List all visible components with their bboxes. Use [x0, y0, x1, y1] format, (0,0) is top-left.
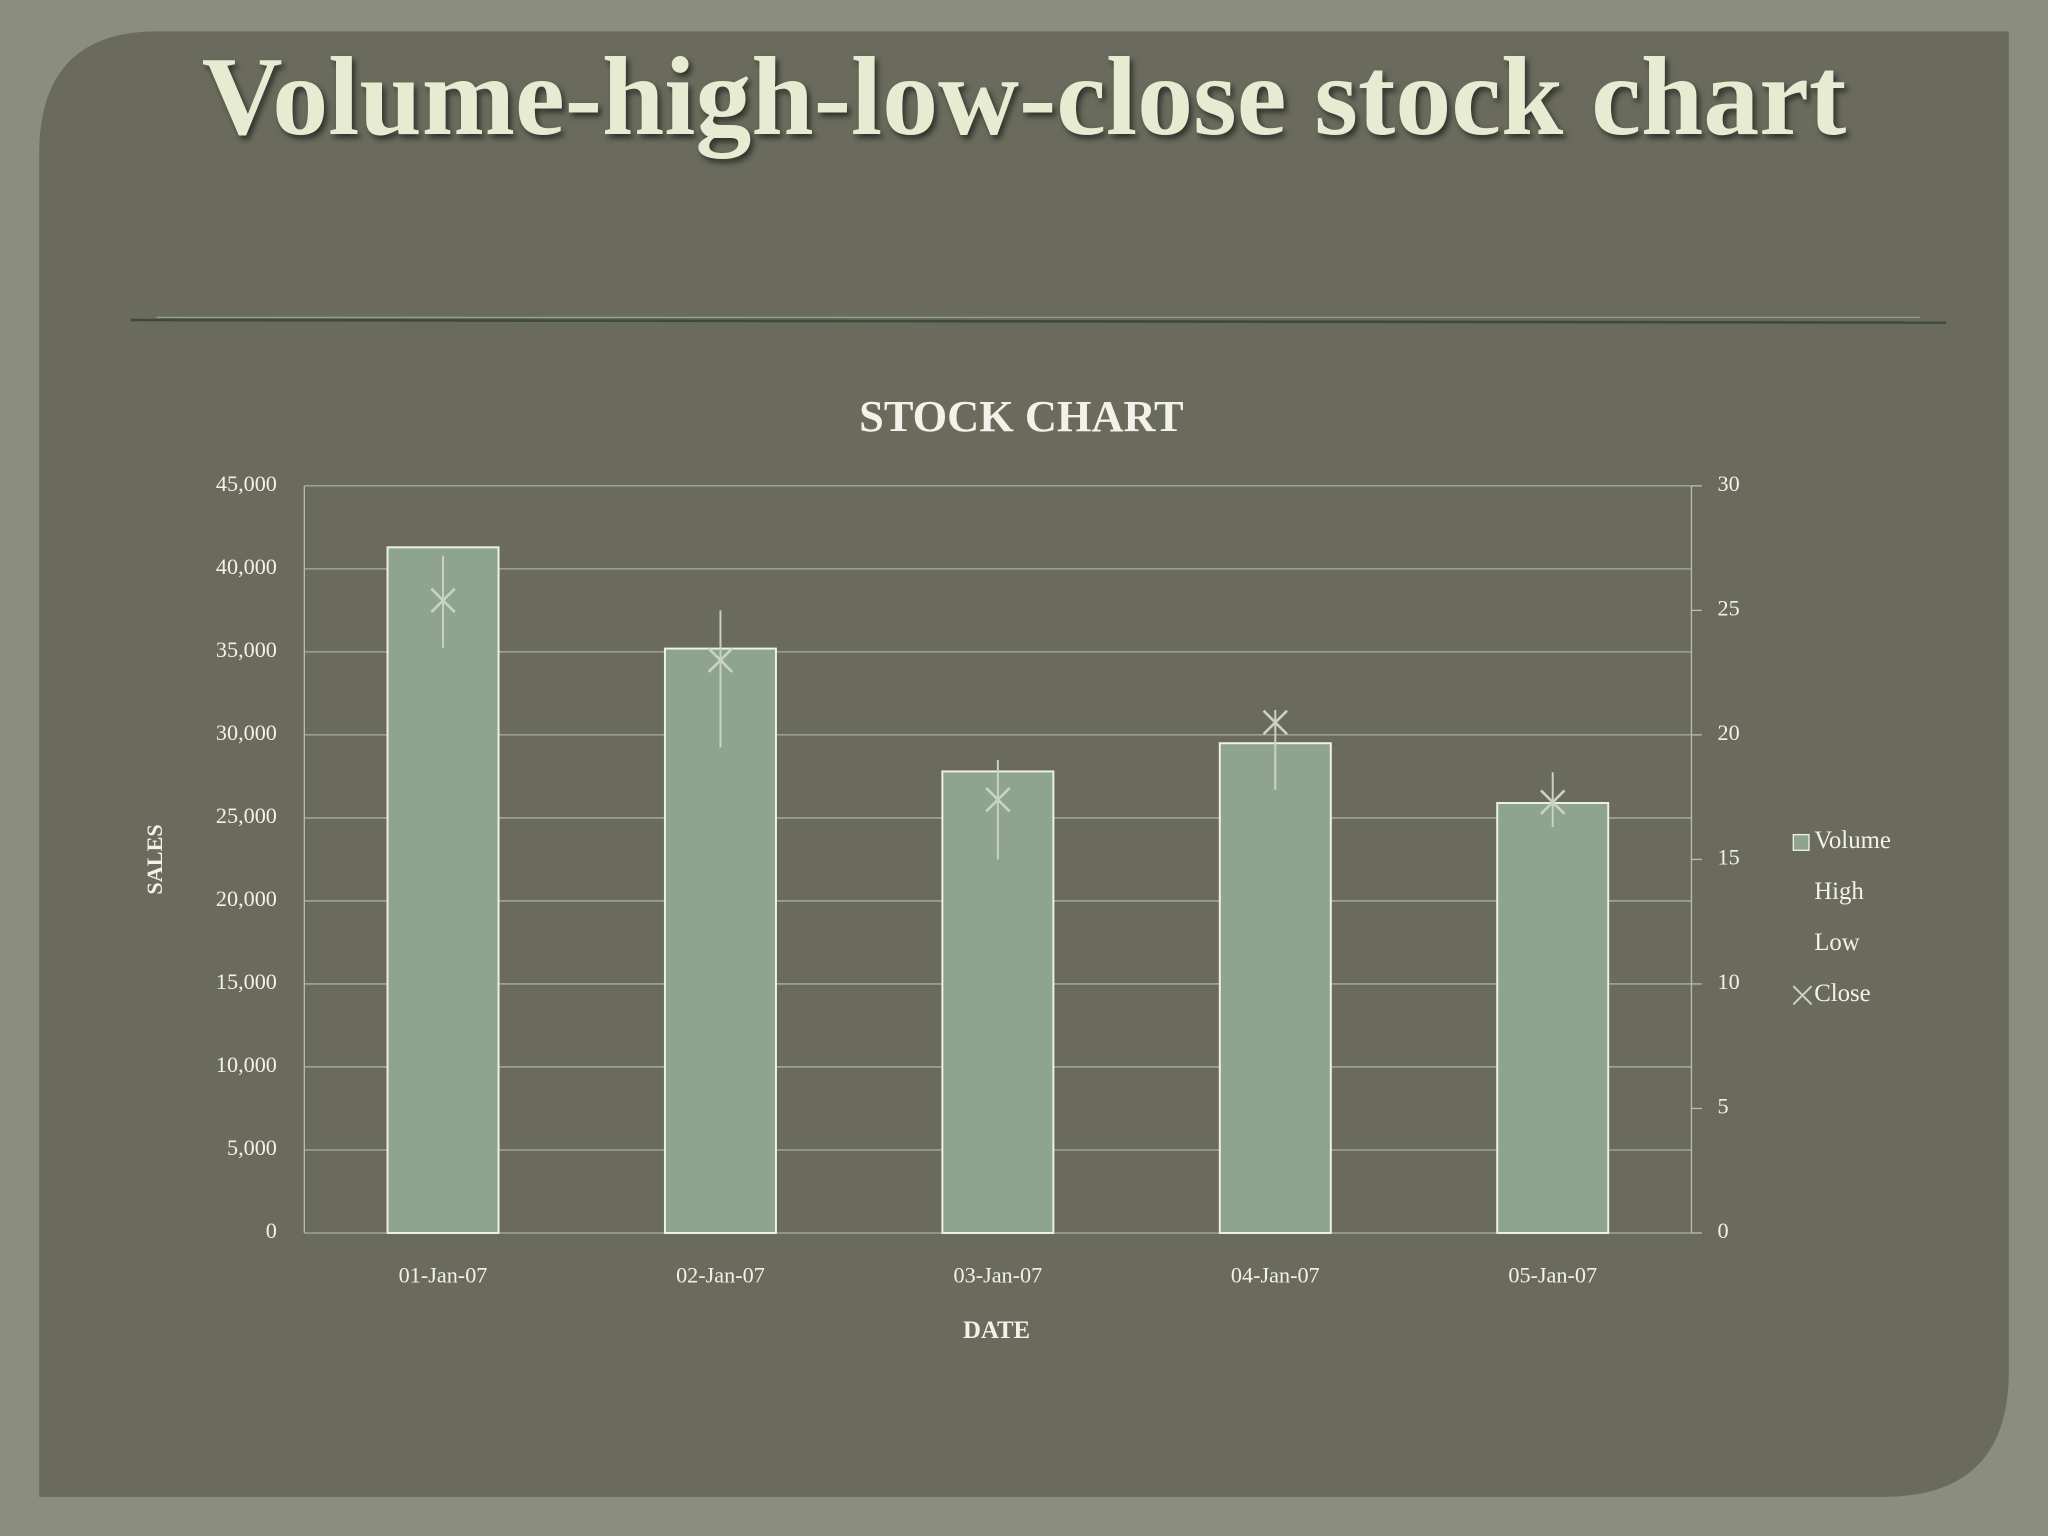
volume-bar	[1496, 802, 1610, 1234]
chart-title: STOCK CHART	[859, 391, 1183, 441]
y-tick-label: 30,000	[216, 720, 277, 745]
y-axis-title: SALES	[142, 824, 167, 894]
close-marker	[707, 647, 734, 673]
y2-tick-label: 30	[1718, 471, 1740, 496]
y2-tick-label: 25	[1718, 595, 1740, 620]
volume-bar	[386, 546, 500, 1234]
close-marker	[430, 587, 456, 614]
x-tick-label: 04-Jan-07	[1231, 1262, 1320, 1287]
legend-swatch	[1792, 833, 1810, 851]
volume-bar	[1218, 742, 1332, 1234]
close-marker	[1540, 789, 1566, 815]
y-tick-label: 25,000	[216, 803, 277, 828]
legend-label: Close	[1814, 980, 1870, 1007]
y-tick-label: 10,000	[216, 1052, 277, 1077]
x-axis-title: DATE	[963, 1317, 1030, 1344]
y-tick-label: 0	[266, 1218, 277, 1243]
y-tick-label: 20,000	[216, 886, 277, 911]
volume-bar	[941, 770, 1055, 1234]
y2-tick-label: 5	[1718, 1094, 1729, 1119]
separator	[130, 318, 1947, 324]
y-tick-label: 35,000	[216, 637, 277, 662]
y-tick-label: 45,000	[216, 471, 277, 496]
y2-tick-label: 10	[1718, 969, 1740, 994]
y2-tick-label: 15	[1718, 845, 1740, 870]
legend-label: High	[1814, 878, 1864, 905]
legend-swatch	[1792, 985, 1813, 1006]
y2-tick-label: 20	[1718, 720, 1740, 745]
legend-label: Volume	[1814, 827, 1891, 854]
y-tick-label: 40,000	[216, 554, 277, 579]
y-tick-label: 15,000	[216, 969, 277, 994]
x-tick-label: 02-Jan-07	[676, 1262, 765, 1287]
close-marker	[985, 786, 1011, 813]
y-tick-label: 5,000	[227, 1135, 277, 1160]
x-tick-label: 03-Jan-07	[954, 1262, 1043, 1287]
close-marker	[1262, 709, 1288, 736]
slide-title: Volume-high-low-close stock chart	[201, 35, 1847, 159]
x-tick-label: 01-Jan-07	[399, 1262, 488, 1287]
x-tick-label: 05-Jan-07	[1508, 1262, 1597, 1287]
legend-label: Low	[1814, 929, 1860, 956]
y2-tick-label: 0	[1718, 1218, 1729, 1243]
